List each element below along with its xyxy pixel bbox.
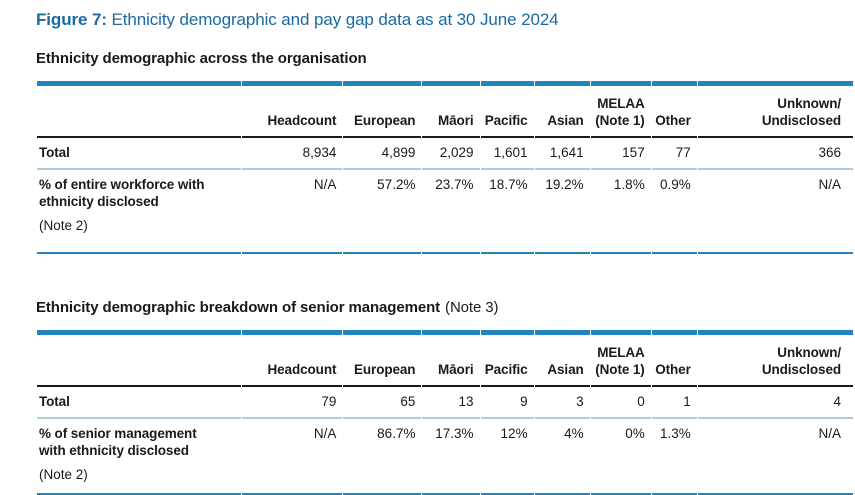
value-cell: 366 <box>697 138 853 170</box>
value-cell: 18.7% <box>480 170 534 254</box>
value-cell: 0 <box>590 387 651 419</box>
value-cell: 4 <box>697 387 853 419</box>
value-cell: 12% <box>480 419 534 495</box>
col-header-empty <box>37 330 242 387</box>
value-cell: 4% <box>534 419 590 495</box>
figure-label: Figure 7: <box>36 10 107 29</box>
col-header-european: European <box>343 81 422 138</box>
col-header-pacific: Pacific <box>480 81 534 138</box>
col-header-asian: Asian <box>534 81 590 138</box>
col-header-melaa: MELAA (Note 1) <box>590 330 651 387</box>
table-row-percentage: % of senior management with ethnicity di… <box>37 419 853 495</box>
value-cell: 1 <box>651 387 697 419</box>
value-cell: N/A <box>242 170 343 254</box>
value-cell: 1,641 <box>534 138 590 170</box>
header-row: Headcount European Māori Pacific Asian M… <box>37 81 853 138</box>
value-cell: 8,934 <box>242 138 343 170</box>
value-cell: 1.3% <box>651 419 697 495</box>
org-ethnicity-table: Headcount European Māori Pacific Asian M… <box>36 81 854 254</box>
value-cell: N/A <box>697 419 853 495</box>
col-header-other: Other <box>651 81 697 138</box>
table-row-total: Total 8,934 4,899 2,029 1,601 1,641 157 … <box>37 138 853 170</box>
col-header-other: Other <box>651 330 697 387</box>
row-label-cell: % of senior management with ethnicity di… <box>37 419 242 495</box>
row-label-cell: Total <box>37 387 242 419</box>
value-cell: 3 <box>534 387 590 419</box>
row-label-cell: % of entire workforce with ethnicity dis… <box>37 170 242 254</box>
value-cell: 65 <box>343 387 422 419</box>
col-header-empty <box>37 81 242 138</box>
col-header-maori: Māori <box>422 330 480 387</box>
value-cell: 157 <box>590 138 651 170</box>
value-cell: 86.7% <box>343 419 422 495</box>
col-header-unknown: Unknown/Undisclosed <box>697 81 853 138</box>
value-cell: 9 <box>480 387 534 419</box>
value-cell: 2,029 <box>422 138 480 170</box>
table-row-percentage: % of entire workforce with ethnicity dis… <box>37 170 853 254</box>
value-cell: 1.8% <box>590 170 651 254</box>
value-cell: 79 <box>242 387 343 419</box>
figure-title: Figure 7: Ethnicity demographic and pay … <box>36 9 855 31</box>
section-heading-text: Ethnicity demographic breakdown of senio… <box>36 299 441 316</box>
section-heading-organisation: Ethnicity demographic across the organis… <box>36 50 855 68</box>
col-header-pacific: Pacific <box>480 330 534 387</box>
col-header-melaa: MELAA (Note 1) <box>590 81 651 138</box>
senior-management-ethnicity-table: Headcount European Māori Pacific Asian M… <box>36 330 854 495</box>
table-row-total: Total 79 65 13 9 3 0 1 4 <box>37 387 853 419</box>
value-cell: 23.7% <box>422 170 480 254</box>
col-header-unknown: Unknown/Undisclosed <box>697 330 853 387</box>
col-header-asian: Asian <box>534 330 590 387</box>
header-row: Headcount European Māori Pacific Asian M… <box>37 330 853 387</box>
value-cell: 17.3% <box>422 419 480 495</box>
value-cell: 19.2% <box>534 170 590 254</box>
value-cell: 1,601 <box>480 138 534 170</box>
section-heading-note: (Note 3) <box>445 299 499 316</box>
value-cell: 0.9% <box>651 170 697 254</box>
value-cell: N/A <box>242 419 343 495</box>
figure-title-text: Ethnicity demographic and pay gap data a… <box>111 10 559 29</box>
section-heading-text: Ethnicity demographic across the organis… <box>36 50 367 67</box>
col-header-headcount: Headcount <box>242 330 343 387</box>
col-header-european: European <box>343 330 422 387</box>
section-heading-senior-management: Ethnicity demographic breakdown of senio… <box>36 299 855 317</box>
col-header-maori: Māori <box>422 81 480 138</box>
value-cell: N/A <box>697 170 853 254</box>
value-cell: 57.2% <box>343 170 422 254</box>
row-label-cell: Total <box>37 138 242 170</box>
value-cell: 13 <box>422 387 480 419</box>
col-header-headcount: Headcount <box>242 81 343 138</box>
value-cell: 0% <box>590 419 651 495</box>
value-cell: 77 <box>651 138 697 170</box>
value-cell: 4,899 <box>343 138 422 170</box>
